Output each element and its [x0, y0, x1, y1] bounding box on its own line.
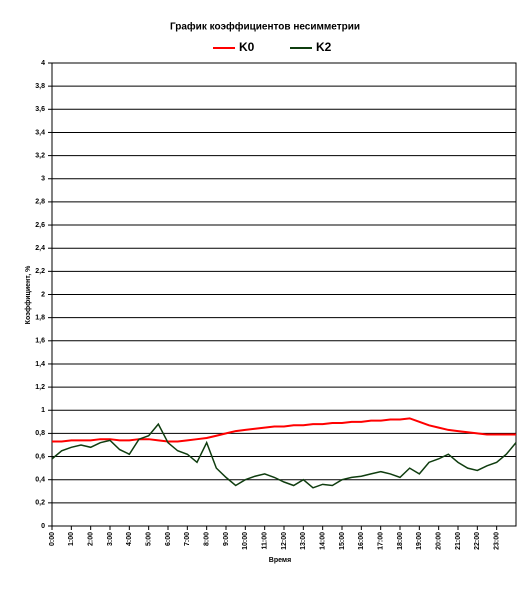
y-tick-label: 2,4 — [35, 245, 45, 252]
x-tick-label: 15:00 — [339, 532, 346, 550]
y-tick-label: 1,2 — [35, 384, 45, 391]
y-tick-label: 0 — [41, 523, 45, 530]
y-tick-label: 1,4 — [35, 361, 45, 368]
x-tick-label: 20:00 — [436, 532, 443, 550]
x-tick-label: 16:00 — [358, 532, 365, 550]
legend-label: K0 — [239, 40, 255, 54]
x-tick-label: 19:00 — [416, 532, 423, 550]
y-tick-label: 1,6 — [35, 338, 45, 345]
x-tick-label: 5:00 — [146, 532, 153, 546]
x-tick-label: 4:00 — [126, 532, 133, 546]
x-tick-label: 18:00 — [397, 532, 404, 550]
x-tick-label: 7:00 — [184, 532, 191, 546]
y-axis-label: Коэффициент, % — [25, 265, 32, 324]
y-tick-label: 0,2 — [35, 500, 45, 507]
x-tick-label: 21:00 — [455, 532, 462, 550]
x-tick-label: 6:00 — [165, 532, 172, 546]
x-tick-label: 17:00 — [378, 532, 385, 550]
x-tick-label: 9:00 — [223, 532, 230, 546]
x-tick-label: 11:00 — [262, 532, 269, 550]
y-tick-label: 0,6 — [35, 453, 45, 460]
y-tick-label: 4 — [41, 60, 45, 67]
legend-label: K2 — [316, 40, 332, 54]
x-tick-label: 8:00 — [204, 532, 211, 546]
x-tick-label: 0:00 — [49, 532, 56, 546]
x-tick-label: 22:00 — [474, 532, 481, 550]
y-tick-label: 1 — [41, 407, 45, 414]
y-tick-label: 3,8 — [35, 83, 45, 90]
y-tick-label: 1,8 — [35, 314, 45, 321]
x-tick-label: 13:00 — [300, 532, 307, 550]
y-tick-label: 0,4 — [35, 477, 45, 484]
plot-border — [51, 62, 517, 527]
data-line — [52, 417, 516, 443]
x-tick-label: 23:00 — [494, 532, 501, 550]
x-axis-label: Время — [269, 557, 291, 564]
y-tick-label: 3,6 — [35, 106, 45, 113]
y-tick-label: 0,8 — [35, 430, 45, 437]
x-tick-label: 14:00 — [320, 532, 327, 550]
x-tick-label: 2:00 — [88, 532, 95, 546]
y-tick-label: 2,8 — [35, 199, 45, 206]
y-tick-label: 3 — [41, 176, 45, 183]
y-tick-label: 3,4 — [35, 129, 45, 136]
x-tick-label: 3:00 — [107, 532, 114, 546]
y-tick-label: 2,6 — [35, 222, 45, 229]
x-tick-label: 12:00 — [281, 532, 288, 550]
data-line — [51, 422, 517, 489]
y-tick-label: 2,2 — [35, 268, 45, 275]
x-tick-label: 10:00 — [242, 532, 249, 550]
chart-title: График коэффициентов несимметрии — [170, 21, 360, 33]
y-tick-label: 3,2 — [35, 152, 45, 159]
y-tick-label: 2 — [41, 291, 45, 298]
x-tick-label: 1:00 — [68, 532, 75, 546]
